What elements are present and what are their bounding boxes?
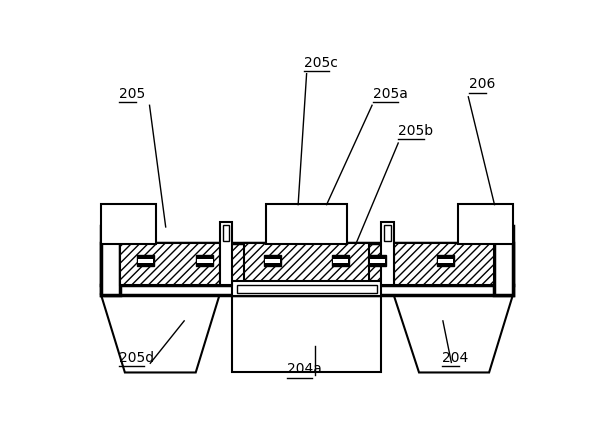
Text: 205b: 205b — [398, 123, 433, 138]
Bar — [266, 204, 347, 244]
Bar — [101, 226, 120, 295]
Bar — [264, 255, 281, 266]
Bar — [494, 226, 513, 295]
Text: 205a: 205a — [373, 87, 408, 101]
Bar — [237, 285, 377, 293]
Bar — [437, 258, 453, 263]
Bar — [137, 255, 154, 266]
Text: 205c: 205c — [304, 56, 337, 70]
Text: 205d: 205d — [119, 351, 154, 365]
Polygon shape — [394, 295, 513, 373]
Text: 204: 204 — [442, 351, 468, 365]
Bar — [138, 258, 153, 263]
Bar — [332, 255, 349, 266]
Bar — [120, 243, 220, 285]
Bar — [369, 255, 386, 266]
Bar — [232, 281, 382, 296]
Bar — [101, 243, 513, 285]
Bar — [265, 258, 280, 263]
Bar — [394, 243, 494, 285]
Text: 204a: 204a — [286, 363, 322, 376]
Bar — [437, 255, 453, 266]
Text: 206: 206 — [469, 78, 495, 91]
Bar — [197, 258, 213, 263]
Polygon shape — [232, 296, 382, 373]
Bar — [196, 255, 213, 266]
Bar — [220, 222, 232, 285]
Bar — [244, 243, 369, 285]
Bar — [385, 225, 391, 241]
Text: 205: 205 — [119, 87, 145, 101]
Bar — [382, 222, 394, 285]
Bar — [458, 204, 513, 244]
Bar — [333, 258, 348, 263]
Bar — [101, 204, 156, 244]
Bar — [101, 285, 513, 295]
Bar — [223, 225, 229, 241]
Bar — [370, 258, 385, 263]
Polygon shape — [101, 295, 220, 373]
